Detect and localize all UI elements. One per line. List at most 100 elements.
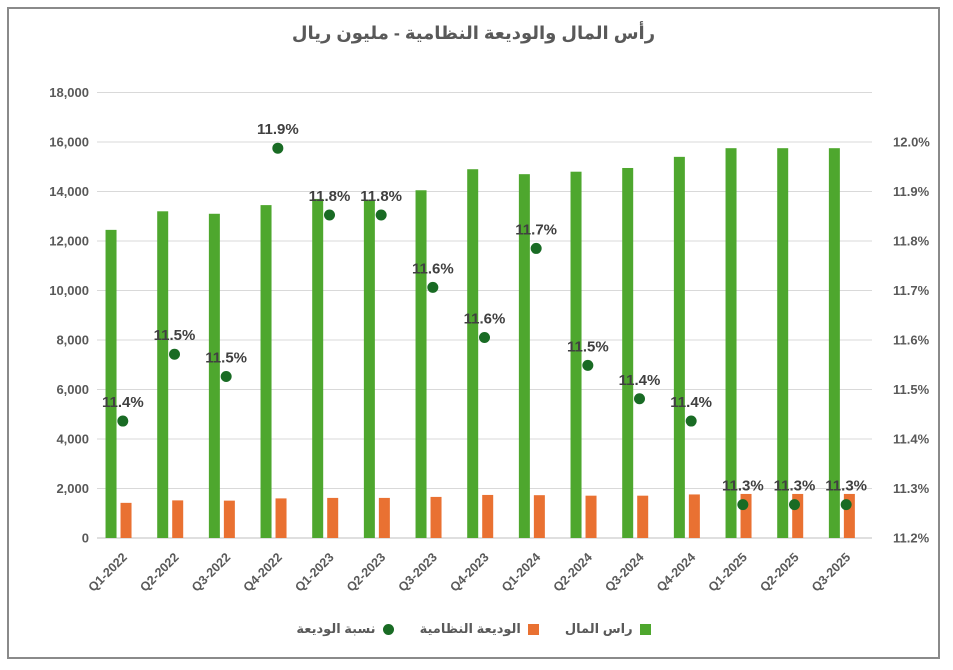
deposit-ratio-label: 11.7% [515, 221, 557, 238]
capital-bar [157, 211, 169, 539]
deposit-bar [482, 494, 494, 538]
deposit-ratio-label: 11.5% [205, 350, 247, 367]
x-axis-tick: Q3-2025 [809, 550, 853, 594]
left-axis-tick: 2,000 [56, 481, 89, 496]
deposit-bar [533, 495, 545, 538]
deposit-bar [585, 495, 597, 538]
deposit-bar [792, 493, 804, 538]
deposit-bar [378, 497, 390, 538]
deposit-ratio-point [117, 415, 129, 427]
deposit-ratio-label: 11.4% [102, 394, 144, 411]
deposit-ratio-point [169, 348, 180, 360]
capital-bar [415, 190, 427, 538]
legend-item[interactable]: نسبة الوديعة [296, 621, 394, 637]
legend-square-marker [527, 623, 539, 635]
deposit-ratio-point [530, 242, 542, 254]
left-axis-tick: 16,000 [49, 135, 89, 150]
legend-circle-marker [382, 623, 394, 635]
left-axis-tick: 18,000 [49, 85, 89, 100]
left-axis-tick: 12,000 [49, 234, 89, 249]
deposit-ratio-point [324, 209, 335, 221]
legend-square-marker [639, 623, 651, 635]
chart-title: رأس المال والوديعة النظامية - مليون ريال [291, 23, 656, 43]
deposit-ratio-point [789, 499, 800, 511]
deposit-ratio-point [427, 281, 439, 293]
deposit-bar [688, 494, 700, 538]
legend-label: نسبة الوديعة [296, 621, 376, 636]
capital-bar [518, 174, 530, 539]
x-axis-tick: Q1-2025 [706, 550, 750, 594]
right-axis-tick: 11.8% [893, 234, 930, 249]
deposit-ratio-point [479, 332, 490, 344]
deposit-ratio-label: 11.4% [670, 394, 712, 411]
legend-label: الوديعة النظامية [419, 621, 521, 636]
deposit-ratio-label: 11.3% [774, 478, 816, 495]
deposit-bar [172, 500, 184, 538]
capital-bar [208, 213, 220, 538]
right-axis-tick: 11.2% [893, 531, 930, 546]
left-axis-tick: 10,000 [49, 283, 89, 298]
x-axis-tick: Q2-2022 [137, 550, 181, 594]
deposit-bar [843, 493, 855, 538]
right-axis-tick: 11.3% [893, 481, 930, 496]
left-axis-tick: 0 [82, 531, 89, 546]
x-axis-tick: Q3-2024 [602, 550, 646, 594]
x-axis-tick: Q1-2023 [292, 550, 336, 594]
legend-label: راس المال [564, 621, 633, 636]
capital-bar [467, 169, 479, 538]
deposit-bar [740, 493, 752, 538]
deposit-bar [430, 496, 442, 538]
x-axis-tick: Q1-2022 [86, 550, 130, 594]
deposit-ratio-label: 11.3% [722, 478, 764, 495]
deposit-bar [223, 500, 235, 538]
left-axis-tick: 8,000 [56, 333, 89, 348]
deposit-ratio-label: 11.4% [619, 372, 661, 389]
x-axis-tick: Q3-2023 [396, 550, 440, 594]
right-axis-tick: 11.6% [893, 333, 930, 348]
right-axis-tick: 12.0% [893, 135, 930, 150]
x-axis-tick: Q4-2023 [447, 550, 491, 594]
chart-frame: رأس المال والوديعة النظامية - مليون ريال… [7, 7, 940, 659]
deposit-ratio-label: 11.9% [257, 121, 299, 138]
right-axis-tick: 11.4% [893, 432, 930, 447]
capital-bar [312, 198, 324, 539]
left-axis-tick: 6,000 [56, 382, 89, 397]
deposit-ratio-label: 11.3% [825, 478, 867, 495]
x-axis-tick: Q4-2022 [241, 550, 285, 594]
deposit-bar [637, 495, 649, 538]
legend-item[interactable]: الوديعة النظامية [420, 621, 539, 637]
x-axis-tick: Q2-2023 [344, 550, 388, 594]
deposit-ratio-label: 11.6% [412, 260, 454, 277]
deposit-bar [327, 497, 339, 538]
x-axis-tick: Q1-2024 [499, 550, 543, 594]
legend-item[interactable]: راس المال [565, 621, 651, 637]
capital-bar [570, 171, 582, 538]
x-axis-tick: Q4-2024 [654, 550, 698, 594]
x-axis-tick: Q3-2022 [189, 550, 233, 594]
deposit-ratio-label: 11.8% [309, 188, 351, 205]
left-axis-tick: 14,000 [49, 184, 89, 199]
right-axis-tick: 11.9% [893, 184, 930, 199]
deposit-ratio-label: 11.6% [464, 311, 506, 328]
deposit-ratio-label: 11.5% [567, 338, 609, 355]
chart-legend: نسبة الوديعة الوديعة النظامية راس المال [9, 621, 938, 637]
capital-bar [105, 229, 117, 539]
x-axis-tick: Q2-2024 [551, 550, 595, 594]
right-axis-tick: 11.5% [893, 382, 930, 397]
deposit-ratio-point [634, 393, 645, 405]
left-axis-tick: 4,000 [56, 432, 89, 447]
capital-bar [673, 156, 685, 538]
deposit-ratio-label: 11.8% [360, 188, 402, 205]
deposit-ratio-point [375, 209, 387, 221]
right-axis-tick: 11.7% [893, 283, 930, 298]
capital-bar [260, 205, 272, 539]
deposit-bar [120, 502, 132, 538]
deposit-bar [275, 498, 287, 538]
deposit-ratio-point [685, 415, 697, 427]
capital-bar [622, 167, 634, 539]
deposit-ratio-point [272, 142, 284, 154]
capital-bar [363, 199, 375, 539]
deposit-ratio-point [220, 371, 232, 383]
chart-plot-area: 0 11.2% 2,000 11.3% 4,000 11.4% 6,000 11.5% 8,00… [49, 85, 930, 595]
